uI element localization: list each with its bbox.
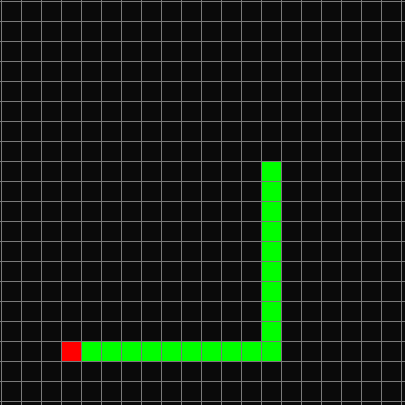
snake-segment (262, 322, 281, 341)
snake-segment (262, 342, 281, 361)
snake-segment (262, 302, 281, 321)
snake-segment (262, 202, 281, 221)
snake-segment (202, 342, 221, 361)
snake-segment (262, 242, 281, 261)
snake-segment (142, 342, 161, 361)
snake-segment (262, 262, 281, 281)
snake-segment (262, 222, 281, 241)
snake-segment (82, 342, 101, 361)
snake-segment (262, 182, 281, 201)
snake-segment (262, 282, 281, 301)
food-pellet (62, 342, 81, 361)
snake-segment (222, 342, 241, 361)
snake-segment (162, 342, 181, 361)
snake-segment (102, 342, 121, 361)
snake-head (262, 162, 281, 181)
snake-segment (122, 342, 141, 361)
snake-segment (182, 342, 201, 361)
snake-segment (242, 342, 261, 361)
